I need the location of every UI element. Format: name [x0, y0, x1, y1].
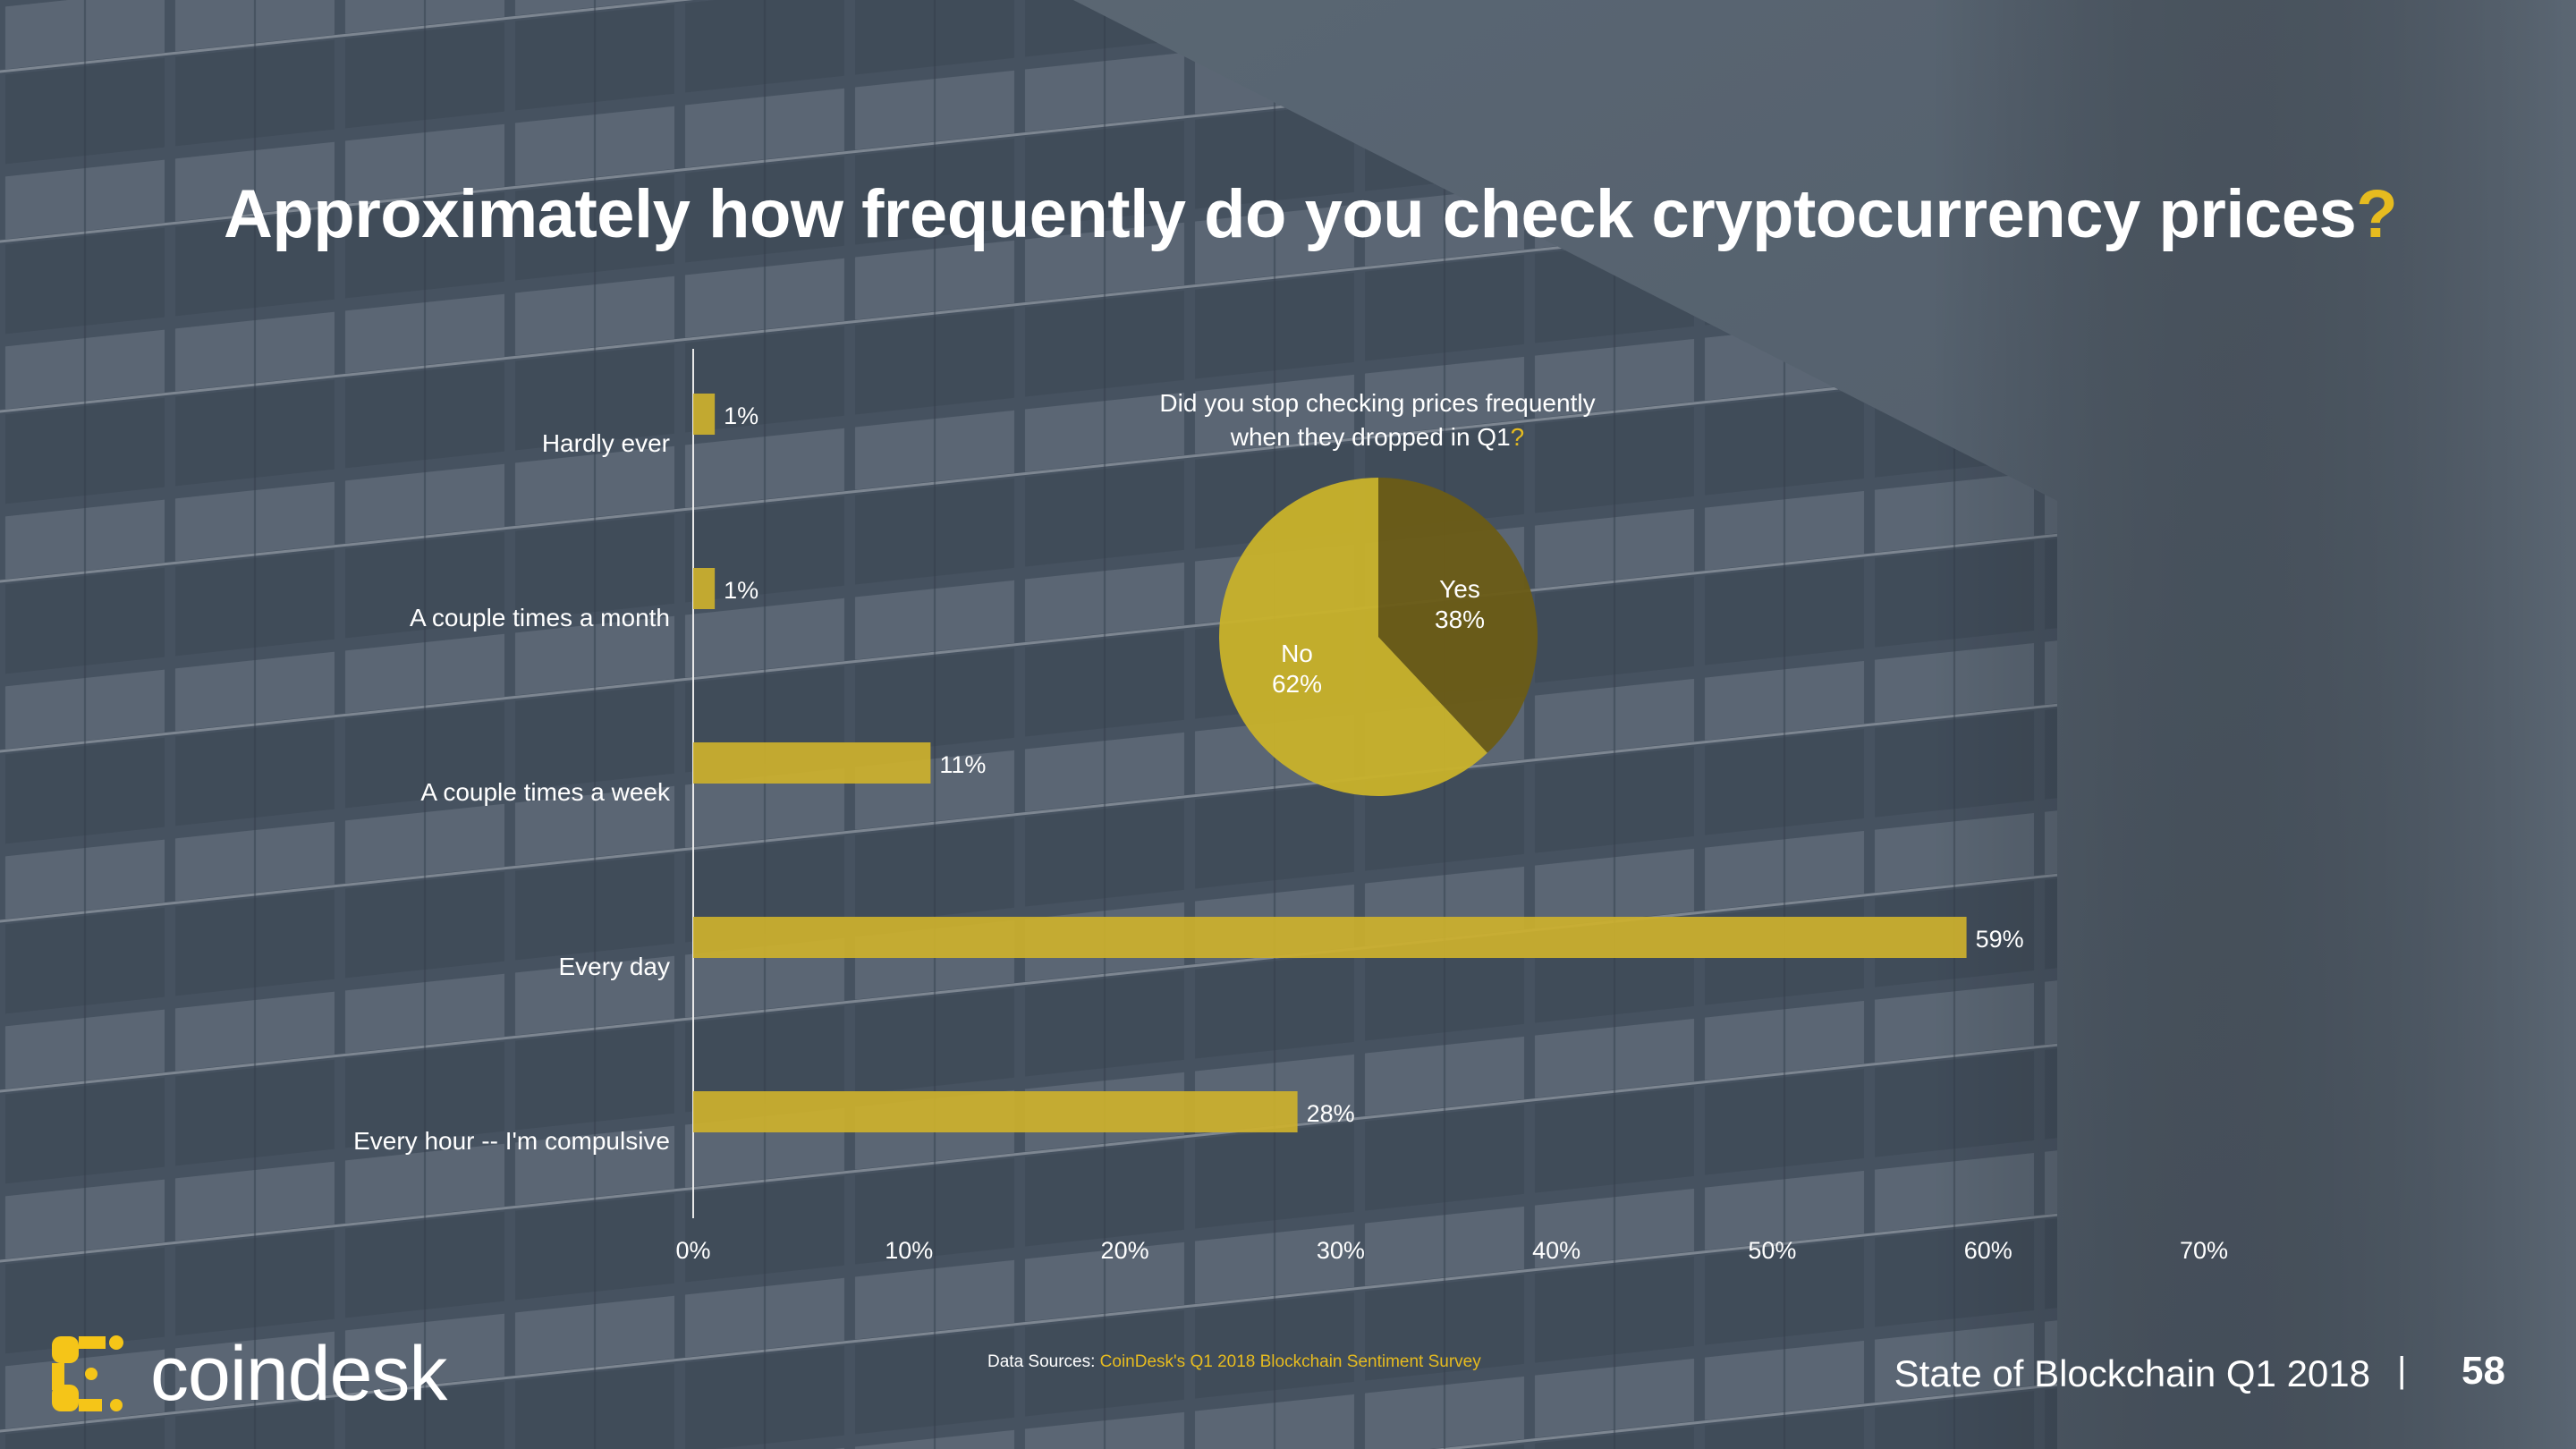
pie-value-no: 62%: [1272, 670, 1322, 698]
bar-3: [693, 917, 1967, 958]
bar-value-label-2: 11%: [939, 751, 986, 778]
bar-value-label-3: 59%: [1976, 926, 2024, 953]
x-tick-label-1: 10%: [885, 1237, 933, 1264]
report-title: State of Blockchain Q1 2018: [1894, 1352, 2370, 1394]
page-title-text: Approximately how frequently do you chec…: [224, 176, 2357, 252]
page-title: Approximately how frequently do you chec…: [224, 175, 2460, 253]
category-label-2: A couple times a week: [420, 778, 671, 806]
pie-slice-yes: [1378, 478, 1538, 753]
bar-2: [693, 742, 931, 784]
coindesk-mark-icon: [52, 1335, 123, 1411]
category-label-0: Hardly ever: [542, 429, 670, 457]
pie-chart-title-line-2: when they dropped in Q1: [1230, 423, 1511, 451]
bar-value-label-1: 1%: [724, 577, 758, 604]
x-tick-label-0: 0%: [675, 1237, 710, 1264]
x-tick-label-2: 20%: [1101, 1237, 1149, 1264]
pie-chart-title: Did you stop checking prices frequently …: [1109, 386, 1646, 454]
category-label-4: Every hour -- I'm compulsive: [353, 1127, 670, 1155]
bar-1: [693, 568, 716, 609]
bar-4: [693, 1091, 1298, 1132]
x-tick-label-7: 70%: [2180, 1237, 2228, 1264]
pie-label-no: No: [1281, 640, 1313, 667]
footer-separator: |: [2397, 1351, 2407, 1390]
x-tick-label-4: 40%: [1532, 1237, 1580, 1264]
x-tick-label-6: 60%: [1964, 1237, 2012, 1264]
page-title-mark: ?: [2356, 176, 2398, 252]
x-tick-label-3: 30%: [1317, 1237, 1365, 1264]
pie-chart-title-line-1: Did you stop checking prices frequently: [1159, 389, 1596, 417]
pie-slice-no: [1218, 478, 1487, 796]
bar-0: [693, 394, 716, 435]
page-number: 58: [2462, 1349, 2505, 1393]
data-sources-prefix: Data Sources:: [987, 1352, 1100, 1371]
x-tick-label-5: 50%: [1748, 1237, 1796, 1264]
pie-chart-title-mark: ?: [1510, 423, 1525, 451]
category-label-3: Every day: [559, 953, 671, 980]
coindesk-logo[interactable]: coindesk: [45, 1329, 546, 1419]
data-sources-link[interactable]: CoinDesk's Q1 2018 Blockchain Sentiment …: [1099, 1352, 1481, 1371]
data-sources: Data Sources: CoinDesk's Q1 2018 Blockch…: [987, 1352, 1481, 1372]
pie-value-yes: 38%: [1435, 606, 1485, 633]
bar-value-label-0: 1%: [724, 402, 758, 429]
coindesk-wordmark: coindesk: [150, 1331, 447, 1417]
category-label-1: A couple times a month: [410, 604, 670, 631]
pie-label-yes: Yes: [1439, 575, 1480, 603]
bar-value-label-4: 28%: [1307, 1100, 1355, 1127]
